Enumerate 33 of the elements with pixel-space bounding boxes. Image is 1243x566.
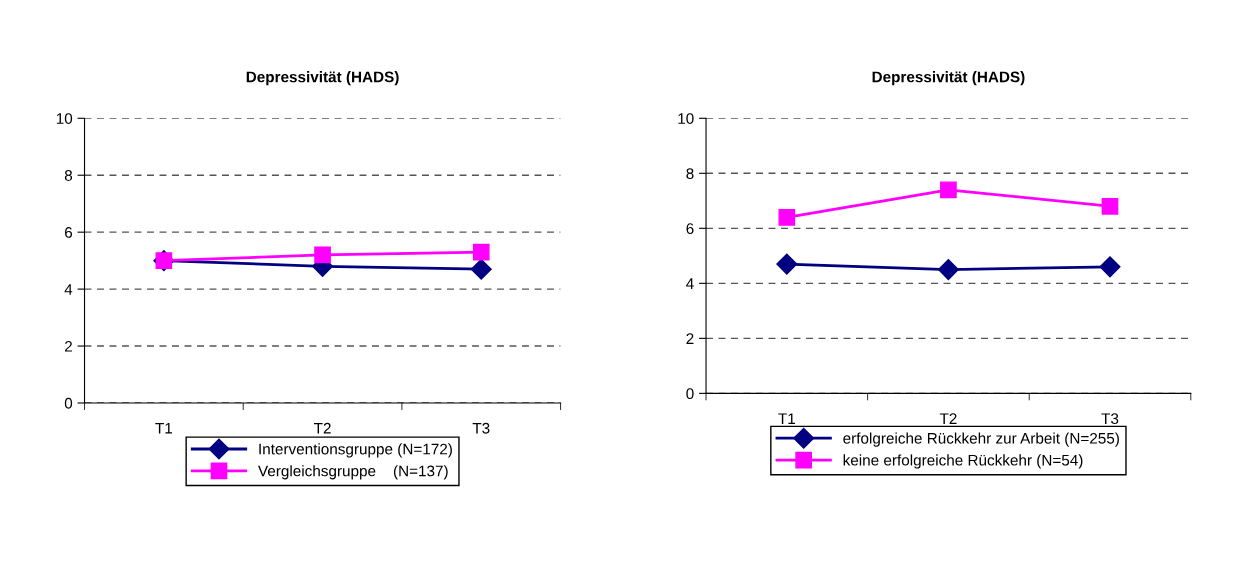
point	[778, 208, 796, 226]
y-tick-label: 2	[64, 340, 72, 352]
y-tick-label: 10	[678, 113, 694, 124]
y-tick-label: 0	[64, 397, 73, 409]
x-tick-label: T2	[939, 413, 957, 424]
y-tick-label: 8	[64, 170, 73, 181]
chart-title: Depressivität (HADS)	[872, 71, 1025, 86]
y-tick-label: 4	[686, 278, 694, 289]
y-tick-label: 6	[686, 223, 694, 235]
y-tick-label: 10	[56, 113, 73, 124]
point	[937, 259, 959, 281]
legend-label: keine erfolgreiche Rückkehr (N=54)	[843, 454, 1083, 469]
y-tick-label: 2	[686, 333, 694, 344]
point	[940, 181, 957, 199]
point	[470, 258, 492, 280]
y-tick-label: 4	[64, 284, 73, 295]
y-tick-label: 6	[65, 227, 73, 238]
x-tick-label: T2	[313, 422, 331, 434]
x-tick-label: T3	[1101, 413, 1119, 425]
x-tick-label: T1	[778, 413, 795, 424]
point	[776, 253, 798, 275]
point	[1101, 197, 1119, 215]
x-tick-label: T3	[472, 422, 490, 434]
chart-title: Depressivität (HADS)	[246, 71, 399, 86]
point	[1099, 256, 1121, 278]
point	[314, 246, 331, 264]
y-tick-label: 0	[686, 388, 694, 400]
legend-label: Vergleichsgruppe (N=137)	[258, 465, 448, 480]
x-tick-label: T1	[155, 423, 173, 434]
legend-label: erfolgreiche Rückkehr zur Arbeit (N=255)	[843, 432, 1119, 447]
legend-label: Interventionsgruppe (N=172)	[259, 443, 452, 458]
point	[472, 243, 490, 261]
y-tick-label: 8	[686, 168, 694, 179]
